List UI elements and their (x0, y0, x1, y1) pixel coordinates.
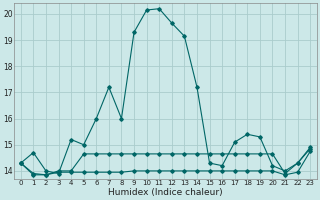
X-axis label: Humidex (Indice chaleur): Humidex (Indice chaleur) (108, 188, 223, 197)
